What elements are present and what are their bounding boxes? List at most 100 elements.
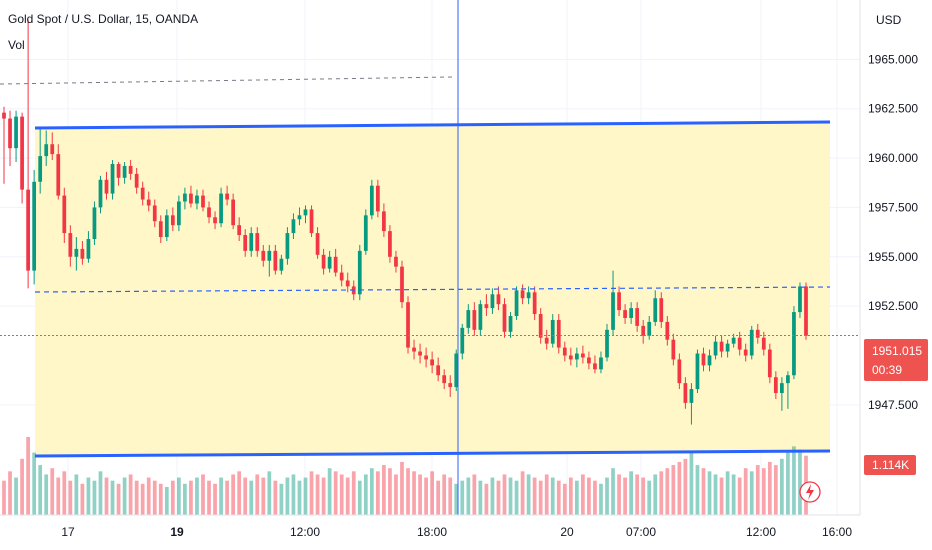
candle-92: [556, 314, 561, 354]
channel-top-line[interactable]: [34, 120, 831, 130]
volume-bar-49: [297, 480, 302, 515]
candle-36: [219, 187, 223, 228]
candle-53: [321, 248, 326, 275]
countdown-timer: 00:39: [872, 363, 902, 377]
volume-bar-10: [62, 471, 67, 515]
candle-27: [164, 209, 169, 241]
candle-12: [74, 237, 79, 271]
volume-bar-2: [14, 477, 18, 515]
volume-bar-130: [786, 452, 790, 515]
volume-bar-20: [122, 477, 127, 515]
volume-bar-25: [152, 480, 157, 515]
volume-bar-82: [496, 480, 501, 515]
candle-54: [327, 250, 332, 273]
candle-126: [761, 331, 766, 356]
candle-50: [303, 205, 308, 224]
candle-76: [460, 323, 465, 360]
volume-bar-23: [140, 483, 145, 515]
volume-bar-56: [339, 474, 344, 515]
candle-22: [134, 167, 139, 194]
candle-110: [665, 316, 670, 346]
volume-bar-4: [26, 437, 30, 515]
volume-bar-67: [406, 468, 410, 515]
candle-117: [707, 349, 712, 372]
volume-bar-1: [8, 471, 12, 515]
volume-bars: [2, 437, 808, 515]
candle-85: [514, 286, 519, 320]
candle-17: [104, 171, 109, 200]
candle-24: [146, 191, 151, 212]
volume-bar-29: [177, 477, 181, 515]
volume-bar-15: [92, 480, 97, 515]
candle-9: [56, 144, 61, 200]
volume-bar-126: [761, 468, 766, 515]
volume-bar-55: [333, 471, 338, 515]
candle-37: [225, 185, 229, 206]
price-axis[interactable]: [860, 0, 932, 515]
time-tick-1: 19: [170, 525, 184, 539]
channel-bottom-line[interactable]: [34, 449, 831, 458]
candle-130: [786, 371, 790, 409]
volume-bar-21: [128, 474, 133, 515]
time-tick-3: 18:00: [417, 525, 447, 539]
volume-bar-7: [44, 474, 49, 515]
candle-66: [400, 260, 404, 309]
candle-90: [544, 329, 549, 350]
candle-122: [737, 331, 742, 356]
volume-bar-113: [683, 458, 688, 515]
candle-63: [382, 203, 386, 238]
volume-bar-88: [532, 477, 537, 515]
volume-bar-96: [581, 474, 585, 515]
candle-38: [231, 193, 236, 230]
volume-bar-95: [574, 480, 579, 515]
candle-29: [177, 195, 181, 232]
volume-bar-52: [315, 474, 320, 515]
candle-40: [243, 229, 248, 257]
volume-bar-27: [164, 486, 169, 515]
volume-bar-68: [412, 471, 416, 515]
volume-bar-30: [183, 483, 187, 515]
volume-bar-79: [478, 480, 483, 515]
volume-bar-129: [780, 458, 784, 515]
volume-bar-5: [32, 452, 37, 515]
time-tick-7: 16:00: [822, 525, 852, 539]
volume-bar-41: [249, 480, 254, 515]
volume-bar-102: [617, 474, 621, 515]
volume-label: Vol: [8, 38, 25, 52]
volume-bar-40: [243, 477, 248, 515]
volume-bar-98: [593, 480, 597, 515]
volume-bar-13: [80, 483, 85, 515]
candle-0: [2, 106, 6, 184]
candle-118: [713, 335, 718, 360]
volume-bar-50: [303, 477, 308, 515]
volume-bar-128: [773, 465, 778, 515]
candle-44: [267, 244, 272, 277]
volume-bar-70: [424, 477, 428, 515]
volume-bar-106: [641, 477, 646, 515]
volume-bar-59: [357, 480, 362, 515]
candle-82: [496, 286, 501, 311]
previous-high-line[interactable]: [0, 76, 453, 85]
volume-bar-120: [725, 471, 730, 515]
price-tick-1: 1962.500: [868, 102, 918, 116]
candle-119: [719, 335, 724, 358]
candle-129: [780, 377, 784, 411]
volume-tag-value: 1.114K: [872, 458, 909, 472]
last-price-tag: [864, 339, 928, 381]
volume-bar-57: [345, 477, 350, 515]
time-tick-4: 20: [560, 525, 574, 539]
volume-bar-72: [436, 480, 441, 515]
channel-mid-line[interactable]: [34, 286, 831, 293]
volume-bar-104: [629, 471, 633, 515]
candle-33: [201, 189, 205, 212]
lightning-icon[interactable]: [799, 481, 821, 503]
candle-21: [128, 160, 133, 180]
candle-71: [430, 351, 435, 374]
volume-bar-86: [520, 471, 525, 515]
candle-101: [611, 270, 615, 336]
candle-87: [526, 286, 531, 305]
candle-28: [170, 207, 175, 232]
candle-128: [773, 371, 778, 399]
volume-bar-63: [382, 465, 386, 515]
